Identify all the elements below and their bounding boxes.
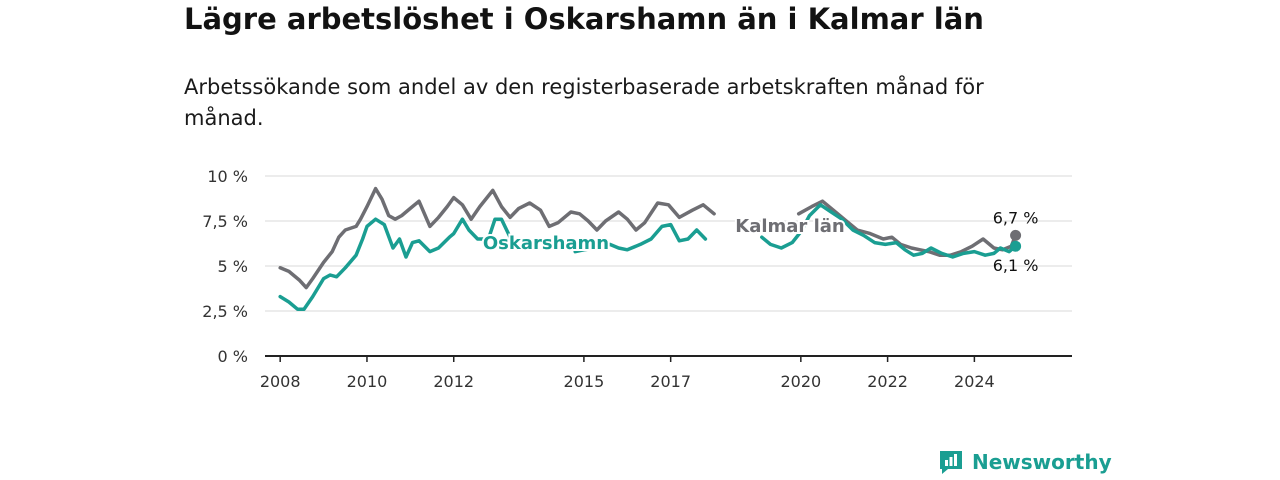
x-tick-label: 2017 xyxy=(650,372,691,391)
x-tick-label: 2010 xyxy=(347,372,388,391)
kalmar-line xyxy=(278,186,1018,290)
newsworthy-brand[interactable]: Newsworthy xyxy=(938,449,1112,475)
x-tick-label: 2012 xyxy=(433,372,474,391)
x-tick-label: 2015 xyxy=(564,372,605,391)
newsworthy-logo-icon xyxy=(940,451,962,474)
oskarshamn-line xyxy=(278,203,1018,311)
y-tick-label: 0 % xyxy=(218,347,248,366)
y-tick-label: 10 % xyxy=(207,167,248,186)
oskarshamn-series-label: Oskarshamn xyxy=(483,233,609,254)
oskarshamn-endpoint xyxy=(1010,240,1022,252)
x-tick-label: 2020 xyxy=(780,372,821,391)
kalmar-end-label: 6,7 % xyxy=(993,208,1039,227)
brand-name: Newsworthy xyxy=(972,450,1112,474)
x-tick-label: 2008 xyxy=(260,372,301,391)
y-tick-label: 5 % xyxy=(218,257,248,276)
x-tick-label: 2022 xyxy=(867,372,908,391)
y-tick-label: 2,5 % xyxy=(202,302,248,321)
kalmar-series-label: Kalmar län xyxy=(735,216,844,237)
y-tick-label: 7,5 % xyxy=(202,212,248,231)
oskarshamn-end-label: 6,1 % xyxy=(993,256,1039,275)
chart-subtitle: Arbetssökande som andel av den registerb… xyxy=(184,75,984,130)
chart-title: Lägre arbetslöshet i Oskarshamn än i Kal… xyxy=(184,2,984,36)
x-tick-label: 2024 xyxy=(954,372,995,391)
kalmar-endpoint xyxy=(1010,229,1022,241)
